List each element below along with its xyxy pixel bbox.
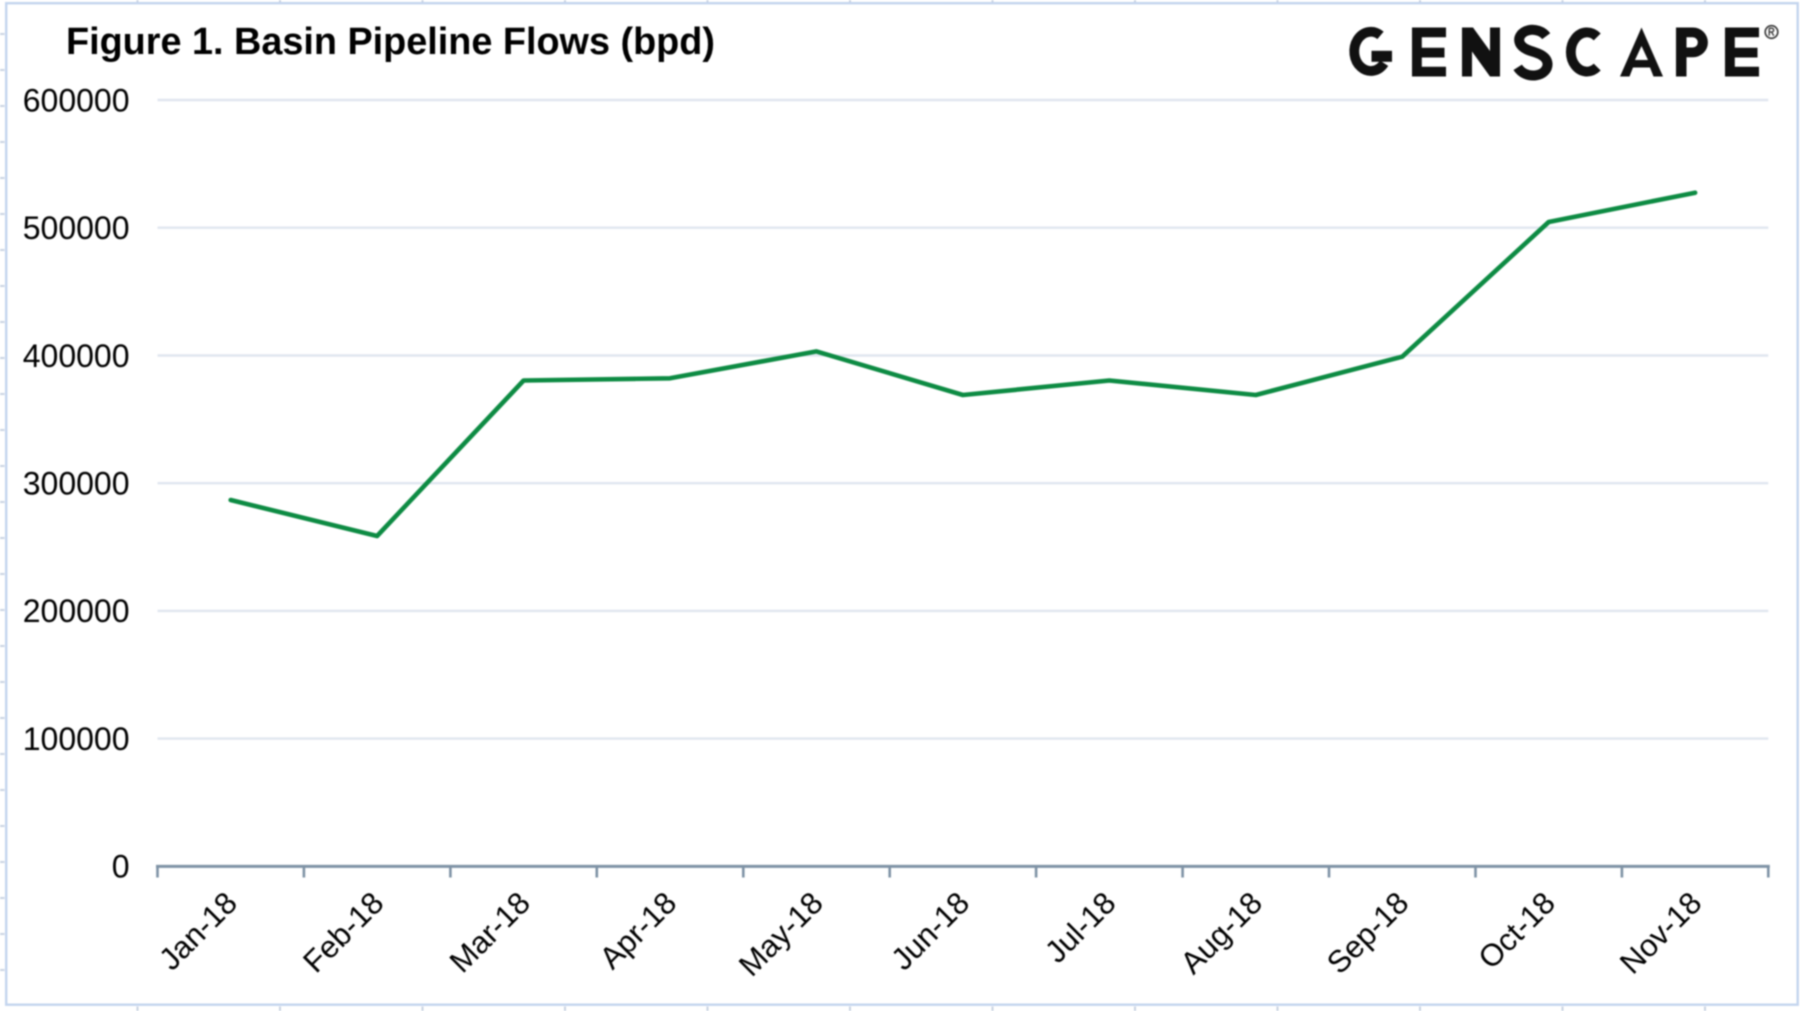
svg-text:600000: 600000 (23, 82, 130, 118)
svg-text:500000: 500000 (23, 210, 130, 246)
svg-text:200000: 200000 (23, 593, 130, 629)
svg-text:400000: 400000 (23, 338, 130, 374)
svg-text:Figure 1. Basin Pipeline Flows: Figure 1. Basin Pipeline Flows (bpd) (66, 21, 715, 63)
svg-text:0: 0 (112, 849, 130, 885)
svg-text:100000: 100000 (23, 721, 130, 757)
svg-text:300000: 300000 (23, 466, 130, 502)
